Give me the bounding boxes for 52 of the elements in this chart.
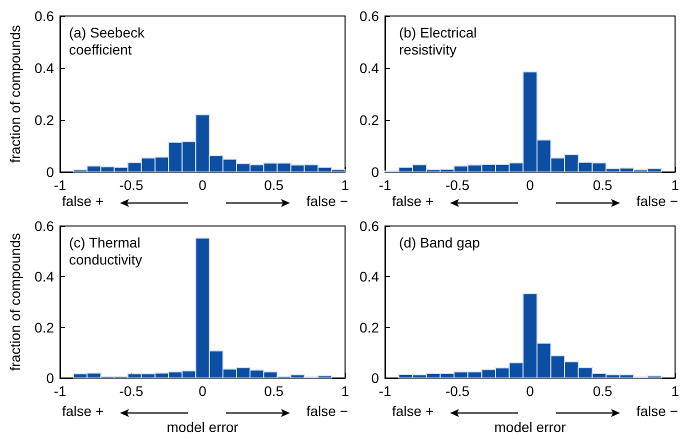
x-tick-label: -1: [378, 383, 392, 399]
x-tick-label: 0.5: [592, 383, 613, 399]
y-tick-label: 0: [46, 164, 54, 180]
x-axis-title: model error: [494, 419, 566, 435]
x-tick-label: 1: [341, 383, 350, 399]
text: (d) Band gap: [399, 234, 480, 250]
x-tick-label: -1: [54, 177, 66, 193]
y-tick-label: 0.4: [34, 268, 54, 285]
text: (a) Seebeck coefficient: [69, 24, 148, 58]
x-tick-label: 0: [526, 383, 534, 399]
y-tick-label: 0.2: [360, 112, 380, 128]
y-axis-title: fraction of compounds: [7, 233, 23, 371]
y-tick-label: 0.6: [34, 8, 54, 24]
x-tick-label: -0.5: [119, 177, 144, 193]
x-tick-label: 0: [198, 383, 207, 399]
text: false +: [392, 403, 434, 419]
x-tick-label: 1: [341, 177, 350, 193]
x-axis-title: model error: [166, 419, 239, 435]
x-tick-label: 0.5: [592, 177, 613, 193]
x-tick-label: -0.5: [119, 383, 144, 399]
y-tick-label: 0: [371, 370, 380, 386]
text: false +: [392, 193, 434, 209]
y-tick-label: 0.4: [34, 60, 54, 76]
text: (c) Thermal conductivity: [69, 234, 144, 268]
y-tick-label: 0.4: [360, 268, 380, 285]
x-tick-label: 0: [198, 177, 207, 193]
y-tick-label: 0: [371, 164, 380, 180]
y-tick-label: 0.2: [34, 112, 54, 128]
x-tick-label: -0.5: [445, 383, 470, 399]
y-tick-label: 0.2: [34, 319, 54, 336]
text: false +: [62, 403, 104, 419]
y-tick-label: 0.6: [360, 8, 380, 24]
y-tick-label: 0: [46, 370, 54, 386]
x-tick-label: 0.5: [264, 383, 284, 399]
text: (b) Electrical resistivity: [399, 24, 481, 58]
text: false −: [636, 193, 678, 209]
text: false −: [636, 403, 678, 419]
text: false +: [62, 193, 104, 209]
y-axis-title: fraction of compounds: [7, 25, 23, 163]
text: false −: [306, 403, 348, 419]
y-tick-label: 0.4: [360, 60, 380, 76]
y-tick-label: 0.6: [34, 218, 54, 234]
x-tick-label: -0.5: [445, 177, 470, 193]
y-tick-label: 0.6: [360, 218, 380, 234]
x-tick-label: 1: [671, 177, 680, 193]
x-tick-label: -1: [54, 383, 66, 399]
y-tick-label: 0.2: [360, 319, 380, 336]
text: false −: [306, 193, 348, 209]
x-tick-label: -1: [378, 177, 392, 193]
x-tick-label: 1: [671, 383, 680, 399]
x-tick-label: 0: [526, 177, 534, 193]
x-tick-label: 0.5: [264, 177, 284, 193]
